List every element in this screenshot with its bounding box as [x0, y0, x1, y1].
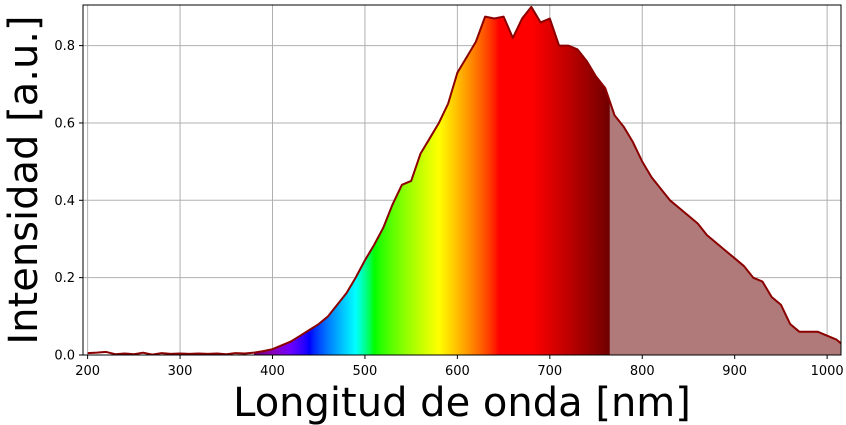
x-tick-label-0: 200: [75, 364, 100, 379]
ticks: 200 300 400 500 600 700 800 900 1000 0.0 0.2 0.4 0.6…: [54, 39, 843, 379]
x-tick-label-4: 600: [445, 364, 470, 379]
x-tick-label-1: 300: [168, 364, 193, 379]
x-tick-label-5: 700: [537, 364, 562, 379]
y-tick-label-2: 0.4: [54, 194, 75, 209]
infrared-area: [609, 101, 841, 355]
x-tick-label-8: 1000: [811, 364, 844, 379]
x-tick-label-2: 400: [260, 364, 285, 379]
y-tick-label-0: 0.0: [54, 349, 75, 364]
x-tick-label-3: 500: [353, 364, 378, 379]
x-tick-label-6: 800: [630, 364, 655, 379]
visible-spectrum-area: [254, 6, 610, 355]
spectrum-fill: [254, 6, 841, 355]
plot-frame: [82, 4, 842, 356]
x-axis-label: Longitud de onda [nm]: [233, 380, 691, 425]
spectrum-line: [87, 5, 841, 355]
y-tick-label-1: 0.2: [54, 271, 75, 286]
y-tick-label-4: 0.8: [54, 39, 75, 54]
spectrum-line-group: [87, 5, 841, 355]
x-tick-label-7: 900: [722, 364, 747, 379]
y-axis-label: Intensidad [a.u.]: [1, 15, 47, 344]
y-tick-label-3: 0.6: [54, 116, 75, 131]
